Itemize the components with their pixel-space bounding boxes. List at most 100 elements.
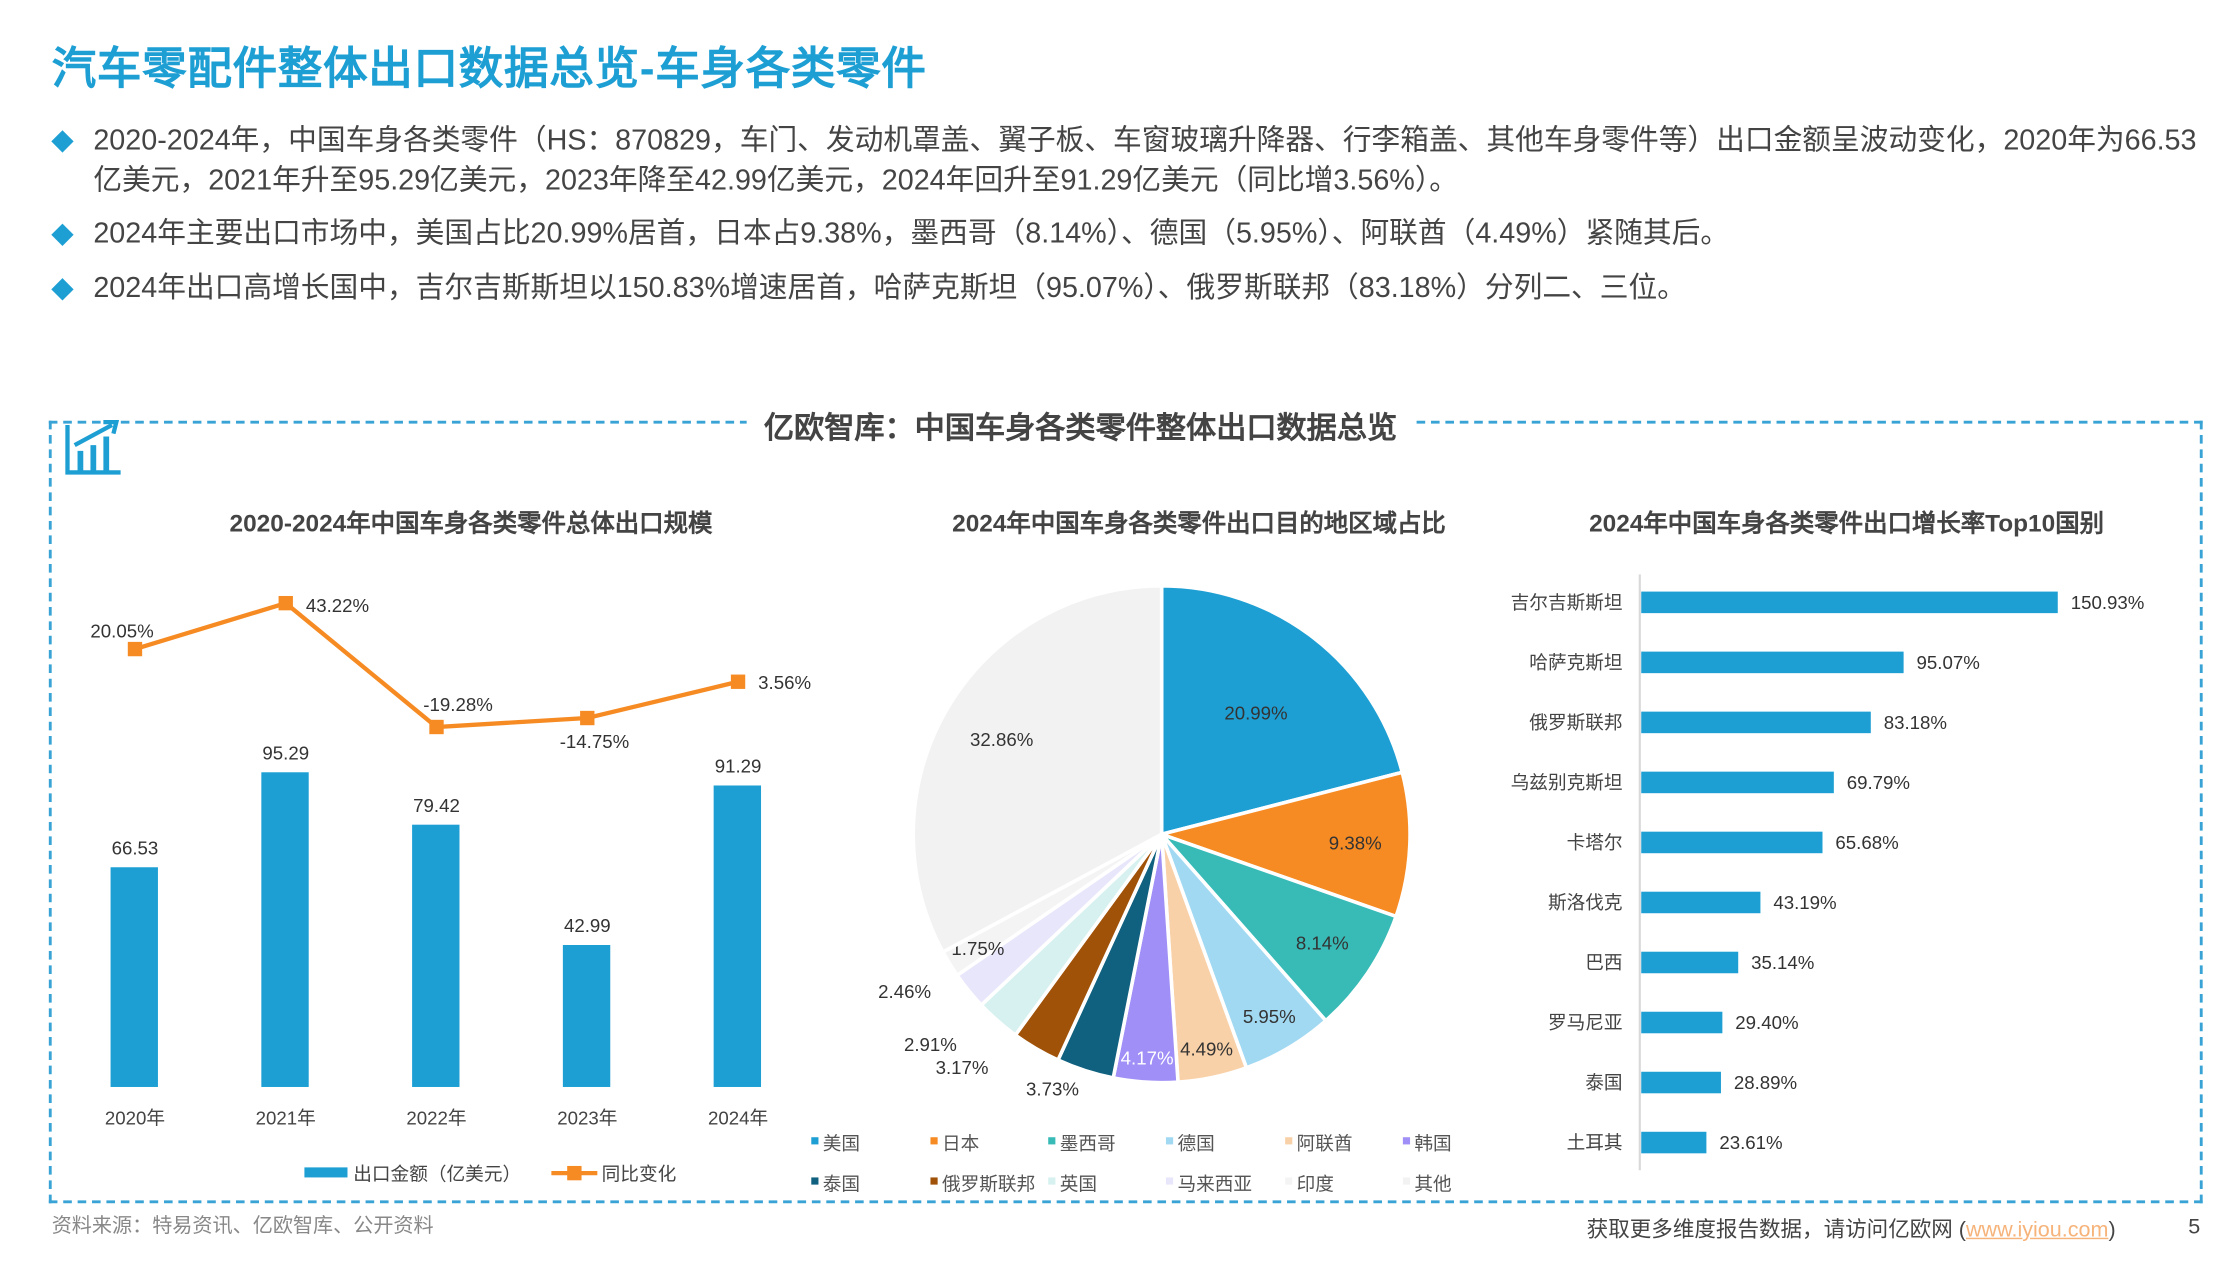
hbar-value-label: 29.40% bbox=[1735, 1012, 1798, 1033]
hbar-巴西 bbox=[1641, 951, 1739, 974]
hbar-value-label: 83.18% bbox=[1884, 712, 1947, 733]
legend-swatch bbox=[811, 1137, 819, 1145]
line-point bbox=[580, 710, 595, 726]
hbar-俄罗斯联邦 bbox=[1641, 711, 1871, 734]
hbar-value-label: 65.68% bbox=[1835, 832, 1898, 853]
hbar-乌兹别克斯坦 bbox=[1641, 771, 1834, 794]
legend-swatch bbox=[1402, 1137, 1411, 1145]
hbar-罗马尼亚 bbox=[1641, 1011, 1723, 1034]
legend-label: 印度 bbox=[1297, 1173, 1334, 1194]
line-value-label: -14.75% bbox=[560, 731, 630, 752]
chart2-title: 2024年中国车身各类零件出口目的地区域占比 bbox=[952, 509, 1446, 538]
legend-label: 出口金额（亿美元） bbox=[353, 1163, 521, 1184]
legend-label: 德国 bbox=[1177, 1133, 1214, 1154]
legend-label: 韩国 bbox=[1414, 1133, 1451, 1154]
line-value-label: -19.28% bbox=[423, 694, 493, 715]
line-point bbox=[730, 674, 746, 689]
hbar-value-label: 23.61% bbox=[1719, 1132, 1782, 1153]
bullet-3: 2024年出口高增长国中，吉尔吉斯斯坦以150.83%增速居首，哈萨克斯坦（95… bbox=[51, 269, 2209, 309]
y-tick-label: 俄罗斯联邦 bbox=[1529, 712, 1622, 733]
pie-slice-墨西哥 bbox=[1155, 830, 1399, 1024]
bar-value-label: 79.42 bbox=[413, 795, 460, 816]
legend-label: 墨西哥 bbox=[1060, 1133, 1116, 1154]
panel-title: 亿欧智库：中国车身各类零件整体出口数据总览 bbox=[746, 404, 1415, 449]
legend-label: 其他 bbox=[1414, 1173, 1451, 1194]
bar-value-label: 66.53 bbox=[112, 837, 159, 858]
x-tick-label: 2024年 bbox=[708, 1107, 768, 1128]
hbar-value-label: 35.14% bbox=[1751, 952, 1814, 973]
bar-value-label: 95.29 bbox=[262, 742, 309, 763]
x-tick-label: 2021年 bbox=[256, 1107, 316, 1128]
y-tick-label: 土耳其 bbox=[1567, 1132, 1623, 1153]
x-tick-label: 2022年 bbox=[406, 1107, 466, 1128]
y-tick-label: 泰国 bbox=[1585, 1072, 1622, 1093]
y-tick-label: 吉尔吉斯斯坦 bbox=[1511, 592, 1623, 613]
legend-swatch bbox=[1285, 1177, 1293, 1185]
legend-swatch bbox=[1402, 1177, 1411, 1185]
pie-label: 32.86% bbox=[970, 729, 1033, 750]
page-number: 5 bbox=[2188, 1214, 2201, 1240]
pie-label: 5.95% bbox=[1243, 1006, 1296, 1027]
hbar-value-label: 69.79% bbox=[1847, 772, 1910, 793]
bar-2023年 bbox=[562, 944, 611, 1087]
source-note: 资料来源：特易资讯、亿欧智库、公开资料 bbox=[51, 1213, 434, 1237]
y-tick-label: 巴西 bbox=[1585, 952, 1622, 973]
line-point bbox=[278, 595, 293, 611]
legend-label: 阿联酋 bbox=[1297, 1133, 1353, 1154]
hbar-哈萨克斯坦 bbox=[1641, 651, 1904, 674]
bar-2024年 bbox=[713, 785, 762, 1087]
pie-slice-美国 bbox=[1159, 584, 1405, 837]
legend-label: 美国 bbox=[823, 1133, 860, 1154]
hbar-土耳其 bbox=[1641, 1131, 1707, 1154]
pie-label: 3.73% bbox=[1026, 1079, 1079, 1100]
x-tick-label: 2020年 bbox=[105, 1107, 165, 1128]
line-point bbox=[429, 719, 444, 735]
pie-label: 20.99% bbox=[1224, 703, 1287, 724]
legend-swatch bbox=[1048, 1177, 1056, 1185]
chart1-title: 2020-2024年中国车身各类零件总体出口规模 bbox=[229, 509, 713, 538]
bar-value-label: 42.99 bbox=[564, 915, 611, 936]
legend-label: 日本 bbox=[942, 1133, 979, 1154]
y-tick-label: 罗马尼亚 bbox=[1548, 1012, 1623, 1033]
legend-swatch bbox=[1048, 1137, 1056, 1145]
bar-value-label: 91.29 bbox=[715, 756, 762, 777]
bar-2022年 bbox=[412, 824, 460, 1087]
pie-label: 9.38% bbox=[1329, 833, 1382, 854]
hbar-value-label: 43.19% bbox=[1773, 892, 1836, 913]
y-tick-label: 卡塔尔 bbox=[1567, 832, 1623, 853]
hbar-value-label: 28.89% bbox=[1734, 1072, 1797, 1093]
legend-swatch-bar bbox=[304, 1167, 348, 1178]
pie-label: 3.17% bbox=[936, 1057, 989, 1078]
chart3-title: 2024年中国车身各类零件出口增长率Top10国别 bbox=[1589, 509, 2105, 538]
hbar-value-label: 95.07% bbox=[1917, 652, 1980, 673]
legend-label: 马来西亚 bbox=[1177, 1173, 1252, 1194]
pie-label: 4.17% bbox=[1121, 1048, 1174, 1069]
hbar-斯洛伐克 bbox=[1641, 891, 1761, 914]
hbar-卡塔尔 bbox=[1641, 831, 1823, 854]
x-tick-label: 2023年 bbox=[557, 1107, 617, 1128]
legend-label: 泰国 bbox=[823, 1173, 860, 1194]
pie-slice-其他 bbox=[911, 584, 1164, 955]
legend-swatch bbox=[811, 1177, 819, 1185]
bullet-1: 2020-2024年，中国车身各类零件（HS：870829，车门、发动机罩盖、翼… bbox=[51, 121, 2209, 201]
legend-swatch bbox=[1165, 1137, 1174, 1145]
line-point bbox=[127, 641, 143, 657]
line-value-label: 43.22% bbox=[306, 595, 369, 616]
y-tick-label: 哈萨克斯坦 bbox=[1529, 652, 1622, 673]
legend-swatch bbox=[930, 1137, 938, 1145]
line-value-label: 20.05% bbox=[90, 621, 153, 642]
pie-label: 1.75% bbox=[951, 938, 1004, 959]
footer-more: 获取更多维度报告数据，请访问亿欧网 (www.iyiou.com) bbox=[1586, 1217, 2116, 1243]
page-title: 汽车零配件整体出口数据总览-车身各类零件 bbox=[51, 43, 927, 94]
website-link[interactable]: www.iyiou.com bbox=[1965, 1217, 2109, 1243]
pie-label: 4.49% bbox=[1180, 1038, 1233, 1059]
y-tick-label: 斯洛伐克 bbox=[1548, 892, 1623, 913]
pie-label: 8.14% bbox=[1296, 933, 1349, 954]
bar-chart-trend-icon bbox=[65, 420, 121, 475]
hbar-value-label: 150.93% bbox=[2071, 592, 2145, 613]
legend-swatch bbox=[930, 1177, 938, 1185]
legend-label: 同比变化 bbox=[602, 1163, 677, 1184]
bar-2020年 bbox=[110, 867, 158, 1087]
